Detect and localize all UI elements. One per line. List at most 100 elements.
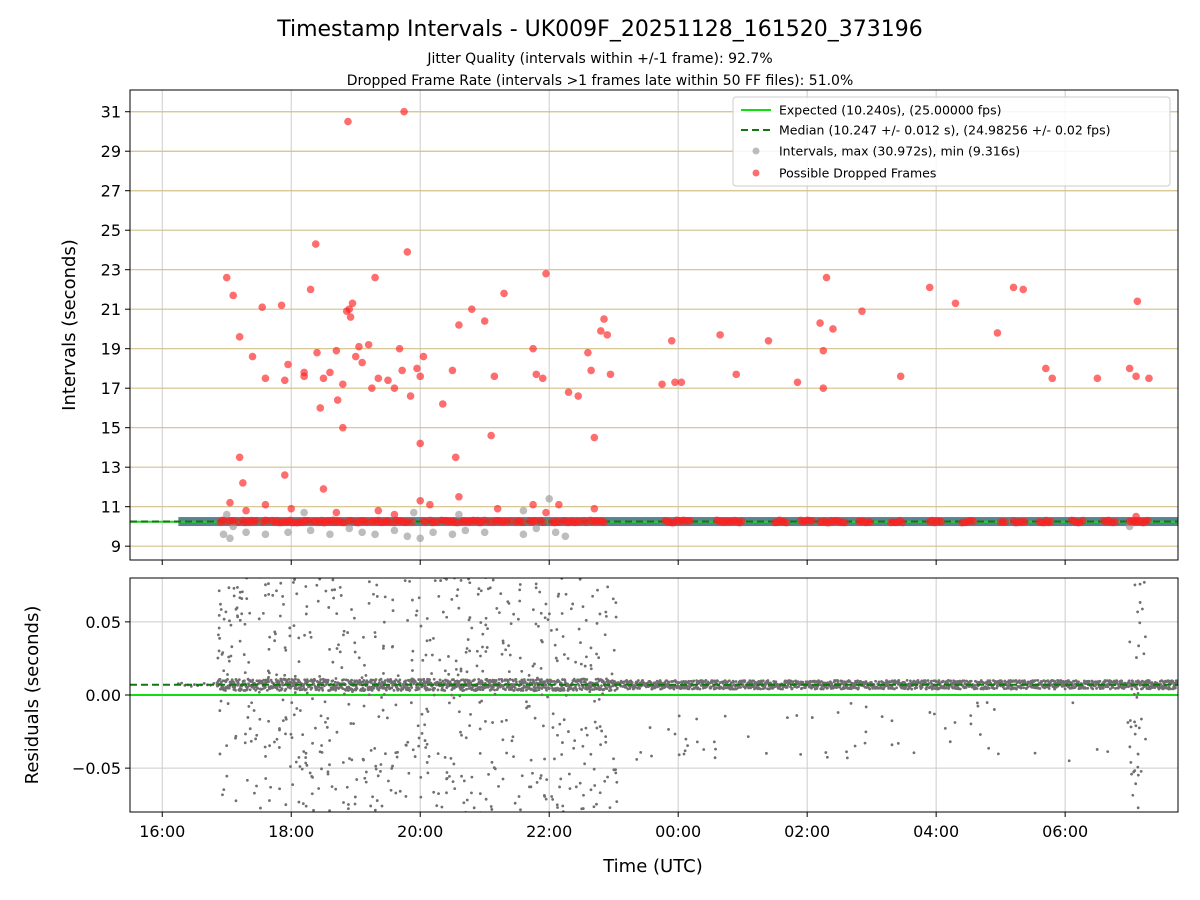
residual-point — [395, 755, 399, 759]
residual-point — [308, 631, 312, 634]
residual-point — [406, 740, 410, 744]
residual-point — [1129, 760, 1133, 764]
interval-point — [326, 530, 334, 539]
residual-point — [275, 589, 278, 593]
residual-point — [267, 582, 270, 586]
residual-point — [746, 735, 750, 739]
residual-point — [305, 763, 309, 767]
residual-point — [566, 657, 570, 660]
residual-point — [293, 691, 297, 694]
dropped-frame-point — [1133, 297, 1142, 306]
residual-point — [437, 792, 440, 796]
residual-point — [304, 804, 308, 808]
y-tick-label: 13 — [101, 458, 121, 477]
residual-point — [238, 590, 242, 594]
residual-point — [458, 694, 462, 698]
residual-point — [445, 615, 449, 619]
residual-point — [962, 679, 966, 683]
residual-point — [316, 599, 320, 603]
residual-point — [864, 705, 868, 709]
dropped-frame-point — [1143, 516, 1152, 525]
residual-point — [337, 643, 340, 647]
residual-point — [727, 679, 731, 683]
residual-point — [287, 677, 291, 681]
residual-point — [522, 678, 526, 681]
residual-point — [304, 612, 308, 616]
dropped-frame-point — [500, 289, 508, 298]
residual-point — [874, 679, 878, 683]
residual-point — [897, 679, 901, 682]
residual-point — [292, 581, 295, 584]
residual-point — [1033, 751, 1037, 755]
residual-point — [1135, 656, 1138, 659]
residual-point — [518, 599, 522, 603]
residual-point — [420, 731, 424, 735]
dropped-frame-point — [455, 493, 463, 501]
dropped-frame-point — [406, 392, 415, 400]
interval-point — [284, 528, 292, 537]
dropped-frame-point — [239, 479, 247, 487]
dropped-frame-point — [287, 504, 296, 513]
residual-point — [1063, 687, 1067, 691]
dropped-frame-point — [480, 317, 489, 325]
residual-point — [1000, 680, 1004, 683]
residual-point — [281, 719, 285, 723]
residual-point — [932, 712, 936, 716]
residual-point — [423, 739, 427, 742]
residual-point — [320, 744, 323, 747]
residual-point — [924, 680, 927, 684]
residual-point — [389, 679, 393, 683]
residual-point — [600, 684, 603, 688]
residual-point — [1108, 687, 1112, 691]
dropped-frame-point — [1021, 517, 1029, 526]
residual-point — [1111, 685, 1115, 689]
dropped-frame-point — [564, 388, 573, 396]
residual-point — [317, 787, 321, 790]
dropped-frame-point — [358, 358, 366, 367]
residual-point — [1169, 687, 1173, 691]
residual-point — [238, 596, 242, 600]
residual-point — [477, 587, 481, 590]
residual-point — [478, 701, 482, 704]
residual-point — [331, 660, 335, 664]
residual-point — [507, 644, 511, 648]
residual-point — [951, 686, 955, 690]
dropped-frame-point — [716, 331, 724, 339]
residual-point — [331, 679, 335, 683]
residual-point — [379, 763, 383, 766]
residual-point — [589, 788, 593, 792]
residual-point — [446, 679, 450, 683]
residual-point — [514, 680, 518, 684]
interval-point — [409, 508, 418, 517]
residual-point — [525, 700, 528, 704]
residual-point — [357, 656, 361, 660]
dropped-frame-point — [600, 315, 608, 323]
residual-point — [786, 716, 789, 720]
dropped-frame-point — [686, 516, 694, 525]
interval-point — [429, 528, 437, 537]
dropped-frame-point — [403, 248, 412, 256]
residual-point — [630, 681, 634, 684]
residual-point — [481, 669, 485, 673]
residual-point — [635, 757, 639, 761]
residual-point — [1129, 725, 1133, 729]
y-tick-label: −0.05 — [72, 759, 121, 778]
residual-point — [683, 749, 687, 753]
residual-point — [849, 701, 853, 705]
dropped-frame-point — [384, 376, 392, 385]
residual-point — [539, 774, 543, 777]
interval-point — [519, 530, 528, 539]
residual-point — [425, 742, 429, 746]
residual-point — [281, 595, 285, 598]
residual-point — [539, 776, 542, 780]
residual-point — [484, 616, 488, 620]
residual-point — [284, 717, 288, 721]
residual-point — [271, 593, 275, 597]
dropped-frame-point — [487, 431, 495, 440]
residual-point — [580, 728, 583, 731]
residual-point — [895, 686, 898, 690]
residual-point — [221, 651, 225, 654]
residual-point — [193, 683, 196, 686]
dropped-frame-point — [374, 506, 383, 515]
residual-point — [222, 617, 226, 621]
